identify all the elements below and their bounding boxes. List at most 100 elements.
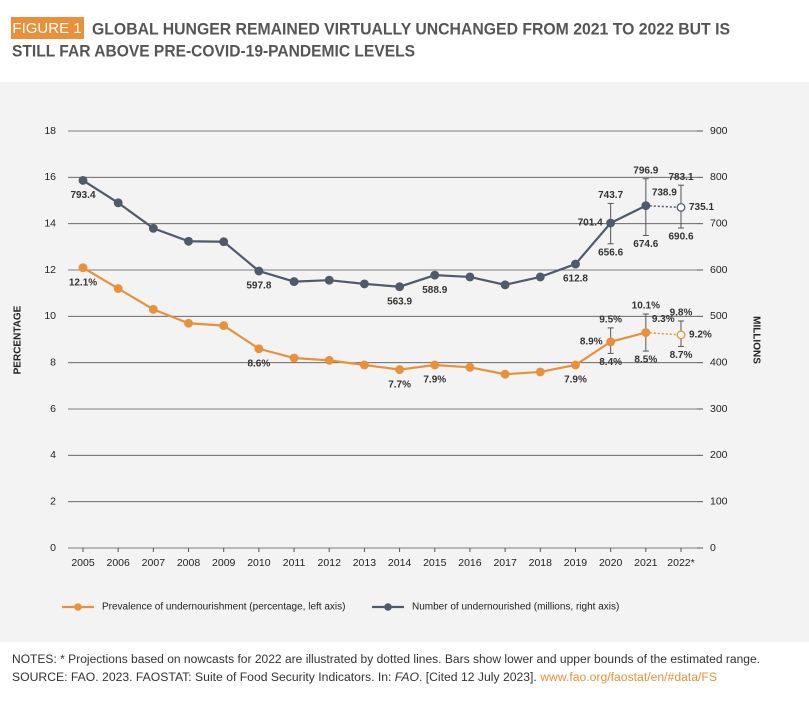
y-tick-label: 8 xyxy=(50,356,56,368)
point xyxy=(324,275,334,285)
value-label: 793.4 xyxy=(70,190,95,201)
badge-box xyxy=(11,17,84,39)
value-label: 588.9 xyxy=(422,285,447,296)
y-tick-label: 6 xyxy=(50,403,56,415)
point xyxy=(606,218,616,228)
point xyxy=(78,263,88,273)
point xyxy=(113,284,123,293)
value-label: 8.6% xyxy=(247,358,270,369)
y2-tick-label: 100 xyxy=(710,495,728,507)
low-label: 8.4% xyxy=(599,357,622,368)
y-tick-label: 16 xyxy=(44,171,56,183)
low-label: 674.6 xyxy=(633,239,658,250)
x-tick-label: 2009 xyxy=(212,557,236,569)
point xyxy=(465,362,475,372)
point xyxy=(184,318,193,328)
x-tick-label: 2011 xyxy=(283,557,306,569)
point xyxy=(289,277,299,287)
source-link[interactable]: www.fao.org/faostat/en/#data/FS xyxy=(539,672,717,684)
high-label: 9.5% xyxy=(599,315,622,326)
high-label: 10.1% xyxy=(632,301,660,312)
low-label: 8.5% xyxy=(634,355,657,366)
value-label: 597.8 xyxy=(246,281,271,292)
point xyxy=(641,201,651,211)
value-label: 738.9 xyxy=(652,187,677,198)
value-label: 701.4 xyxy=(578,218,603,229)
y-tick-label: 14 xyxy=(44,217,56,229)
low-label: 656.6 xyxy=(598,247,623,258)
point xyxy=(465,272,475,282)
projection-line xyxy=(645,331,682,336)
point xyxy=(535,367,545,377)
point xyxy=(219,321,229,331)
value-label: 735.1 xyxy=(689,202,714,213)
point xyxy=(359,279,369,289)
high-label: 9.8% xyxy=(670,308,693,319)
y2-tick-label: 700 xyxy=(710,217,728,229)
value-label: 7.9% xyxy=(564,375,587,386)
y-axis-label: PERCENTAGE xyxy=(13,305,24,374)
point xyxy=(430,270,440,280)
y-tick-label: 10 xyxy=(44,310,56,322)
point xyxy=(606,337,616,347)
point xyxy=(184,236,193,246)
legend-marker xyxy=(74,603,82,611)
point xyxy=(254,266,264,276)
x-tick-label: 2013 xyxy=(353,557,377,569)
low-label: 690.6 xyxy=(668,232,693,243)
point xyxy=(641,328,651,337)
y2-tick-label: 500 xyxy=(710,310,728,322)
point xyxy=(113,198,123,208)
chart-title: STILL FAR ABOVE PRE-COVID-19-PANDEMIC LE… xyxy=(12,41,415,60)
y2-tick-label: 0 xyxy=(710,542,716,554)
high-label: 743.7 xyxy=(598,190,623,201)
value-label: 12.1% xyxy=(69,277,97,288)
x-tick-label: 2006 xyxy=(106,557,130,569)
y-tick-label: 4 xyxy=(50,449,56,461)
value-label: 9.2% xyxy=(689,330,712,341)
point xyxy=(324,355,334,365)
point xyxy=(78,175,88,185)
y2-axis-label: MILLIONS xyxy=(750,316,761,364)
x-tick-label: 2017 xyxy=(493,557,517,569)
x-tick-label: 2021 xyxy=(634,557,658,569)
point xyxy=(254,344,264,354)
x-tick-label: 2010 xyxy=(247,557,271,569)
y-tick-label: 2 xyxy=(50,495,56,507)
point xyxy=(148,304,158,314)
x-tick-label: 2020 xyxy=(599,557,623,569)
notes: NOTES: * Projections based on nowcasts f… xyxy=(12,654,760,666)
point xyxy=(289,353,299,363)
y2-tick-label: 900 xyxy=(710,125,728,137)
y2-tick-label: 600 xyxy=(710,264,728,276)
x-tick-label: 2019 xyxy=(564,557,588,569)
source-text: . [Cited 12 July 2023]. xyxy=(419,672,540,684)
x-tick-label: 2014 xyxy=(388,557,412,569)
point xyxy=(535,272,545,282)
chart-title: GLOBAL HUNGER REMAINED VIRTUALLY UNCHANG… xyxy=(92,19,730,38)
value-label: 7.7% xyxy=(388,379,411,390)
y2-tick-label: 200 xyxy=(710,449,728,461)
point xyxy=(500,369,510,379)
point xyxy=(571,360,580,370)
high-label: 796.9 xyxy=(633,165,658,176)
point xyxy=(676,202,686,212)
value-label: 612.8 xyxy=(563,274,588,285)
high-label: 783.1 xyxy=(668,172,693,183)
source: SOURCE: FAO. 2023. FAOSTAT: Suite of Foo… xyxy=(12,672,717,684)
low-label: 8.7% xyxy=(670,350,693,361)
projection-line xyxy=(645,204,682,209)
badge: FIGURE 1 xyxy=(12,20,81,37)
y-tick-label: 12 xyxy=(44,264,56,276)
value-label: 8.9% xyxy=(580,336,603,347)
point xyxy=(219,237,229,247)
y2-tick-label: 300 xyxy=(710,403,728,415)
x-tick-label: 2008 xyxy=(177,557,201,569)
value-label: 7.9% xyxy=(423,375,446,386)
source-text: SOURCE: FAO. 2023. FAOSTAT: Suite of Foo… xyxy=(12,672,395,684)
point xyxy=(359,360,369,370)
legend-label: Prevalence of undernourishment (percenta… xyxy=(102,602,345,613)
y-tick-label: 0 xyxy=(50,542,56,554)
x-tick-label: 2007 xyxy=(142,557,166,569)
